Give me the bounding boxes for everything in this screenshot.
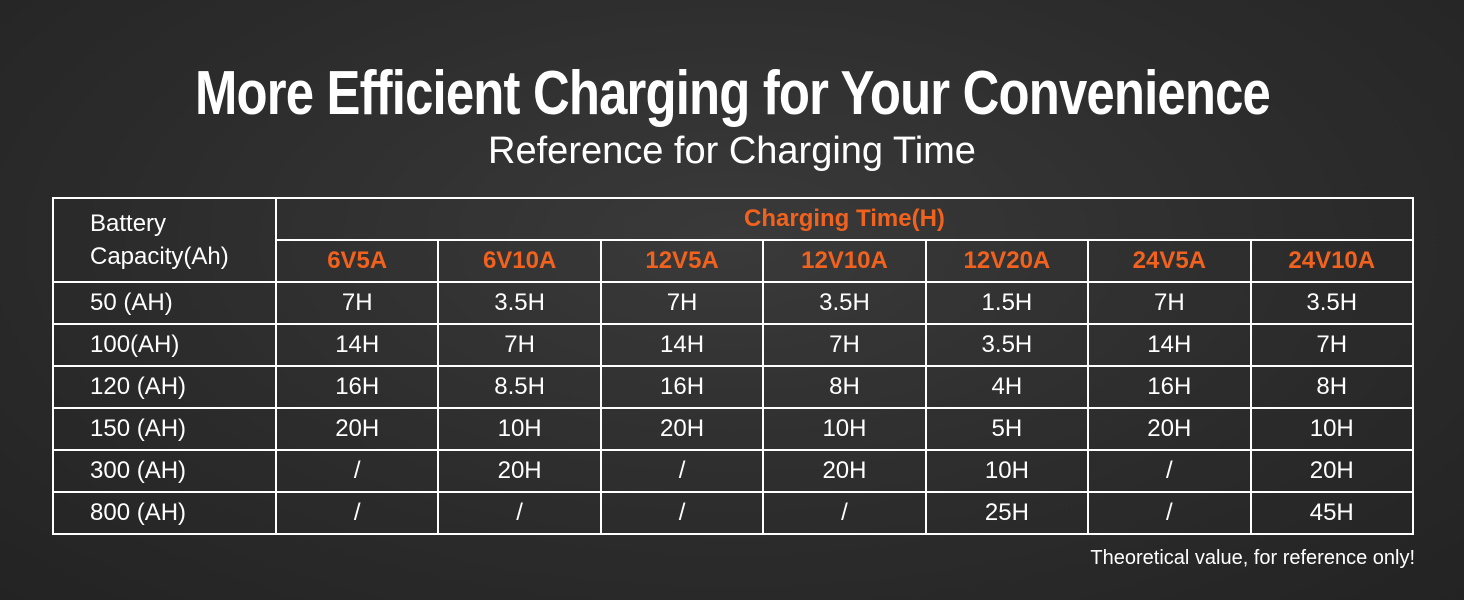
column-header-row: 6V5A 6V10A 12V5A 12V10A 12V20A 24V5A 24V10A [53,239,1414,283]
row-label: 100(AH) [52,323,277,367]
cell: 20H [1249,449,1414,493]
cell: 3.5H [762,281,927,325]
cell: 7H [437,323,602,367]
column-header: 12V5A [599,239,765,283]
cell: 16H [1087,365,1252,409]
title: More Efficient Charging for Your Conveni… [194,59,1270,128]
cell: 10H [1249,407,1414,451]
cell: 3.5H [437,281,602,325]
cell: 7H [1249,323,1414,367]
cell: 14H [599,323,765,367]
cell: 5H [924,407,1090,451]
corner-line: Capacity(Ah) [90,243,229,270]
cell: 16H [599,365,765,409]
cell: 7H [1087,281,1252,325]
cell: 20H [274,407,440,451]
row-label: 300 (AH) [52,449,277,493]
cell: 7H [762,323,927,367]
column-header: 12V20A [924,239,1090,283]
cell: 25H [924,491,1090,535]
subtitle: Reference for Charging Time [488,130,976,172]
cell: 7H [599,281,765,325]
cell: 14H [1087,323,1252,367]
cell: 8H [762,365,927,409]
cell: 20H [599,407,765,451]
table-row: 100(AH) 14H 7H 14H 7H 3.5H 14H 7H [52,323,1414,367]
cell: / [1087,449,1252,493]
corner-cell: Battery Capacity(Ah) [52,197,277,283]
column-header: 12V10A [762,239,927,283]
column-header: 24V5A [1087,239,1252,283]
cell: 8.5H [437,365,602,409]
row-label: 120 (AH) [52,365,277,409]
header-row: Battery Capacity(Ah) Charging Time(H) [52,197,1414,283]
charging-table: Battery Capacity(Ah) Charging Time(H) 6V5A 6… [52,197,1414,535]
cell: 8H [1249,365,1414,409]
table-row: 300 (AH)/20H/20H 10H/20H [52,449,1414,493]
cell: 3.5H [924,323,1090,367]
cell: / [762,491,927,535]
table-row: 120 (AH) 16H 8.5H 16H 8H 4H 16H 8H [52,365,1414,409]
cell: 7H [274,281,440,325]
row-label: 150 (AH) [52,407,277,451]
table-row: 800 (AH) / / //25H/45H [52,491,1414,535]
column-header: 24V10A [1249,239,1414,283]
cell: / [437,491,602,535]
group-header: Charging Time(H) [275,197,1414,241]
cell: / [1087,491,1252,535]
table-row: 50 (AH) 7H 3.5H 7H 3.5H 1.5H 7H 3.5H [52,281,1414,325]
cell: 10H [437,407,602,451]
cell: 20H [1087,407,1252,451]
cell: 20H [762,449,927,493]
cell: 1.5H [924,281,1090,325]
cell: / [599,491,765,535]
cell: 16H [274,365,440,409]
title-wrap: More Efficient Charging for Your Conveni… [0,58,1464,129]
cell: 4H [924,365,1090,409]
cell: 10H [924,449,1090,493]
row-label: 50 (AH) [52,281,277,325]
cell: / [274,491,440,535]
cell: 14H [274,323,440,367]
footnote: Theoretical value, for reference only! [1090,547,1415,569]
corner-line: Battery [90,210,167,237]
cell: / [599,449,765,493]
cell: / [274,449,440,493]
cell: 10H [762,407,927,451]
row-label: 800 (AH) [52,491,277,535]
column-header: 6V5A [274,239,440,283]
cell: 20H [437,449,602,493]
table-row: 150 (AH) 20H 10H 20H 10H 5H 20H 10H [52,407,1414,451]
column-header: 6V10A [437,239,602,283]
cell: 3.5H [1249,281,1414,325]
cell: 45H [1249,491,1414,535]
